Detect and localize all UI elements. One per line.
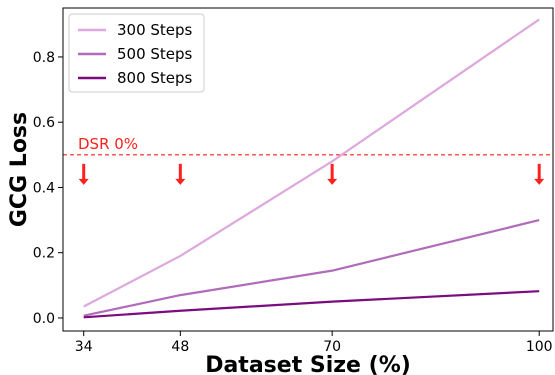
legend: 300 Steps 500 Steps 800 Steps (68, 13, 205, 93)
legend-label: 500 Steps (117, 45, 193, 63)
series-line-2 (83, 219, 540, 317)
series-line-3 (83, 290, 540, 319)
series-line-1 (83, 18, 540, 308)
x-axis-label: Dataset Size (%) (205, 353, 411, 375)
arrows-group (78, 163, 545, 185)
x-tick-label: 34 (75, 339, 93, 355)
series-group (83, 18, 540, 319)
x-tick-label: 100 (526, 339, 553, 355)
x-ticks: 34 48 70 100 (75, 331, 553, 355)
y-tick-label: 0.2 (33, 246, 55, 262)
down-arrow-head (78, 178, 89, 185)
threshold-label: DSR 0% (78, 135, 138, 153)
y-tick-label: 0.8 (33, 50, 55, 66)
x-tick-label: 48 (171, 339, 189, 355)
y-tick-label: 0.4 (33, 180, 55, 196)
y-ticks: 0.0 0.2 0.4 0.6 0.8 (33, 50, 63, 327)
down-arrow-head (175, 178, 186, 185)
y-tick-label: 0.6 (33, 115, 55, 131)
legend-label: 300 Steps (117, 21, 193, 39)
down-arrow-head (534, 178, 545, 185)
legend-box (68, 13, 205, 93)
plot-frame (62, 7, 554, 332)
x-tick-label: 70 (323, 339, 341, 355)
down-arrow-head (327, 178, 338, 185)
threshold-group: DSR 0% (63, 135, 553, 156)
legend-label: 800 Steps (117, 69, 193, 87)
y-tick-label: 0.0 (33, 311, 55, 327)
y-axis-label: GCG Loss (7, 112, 32, 227)
